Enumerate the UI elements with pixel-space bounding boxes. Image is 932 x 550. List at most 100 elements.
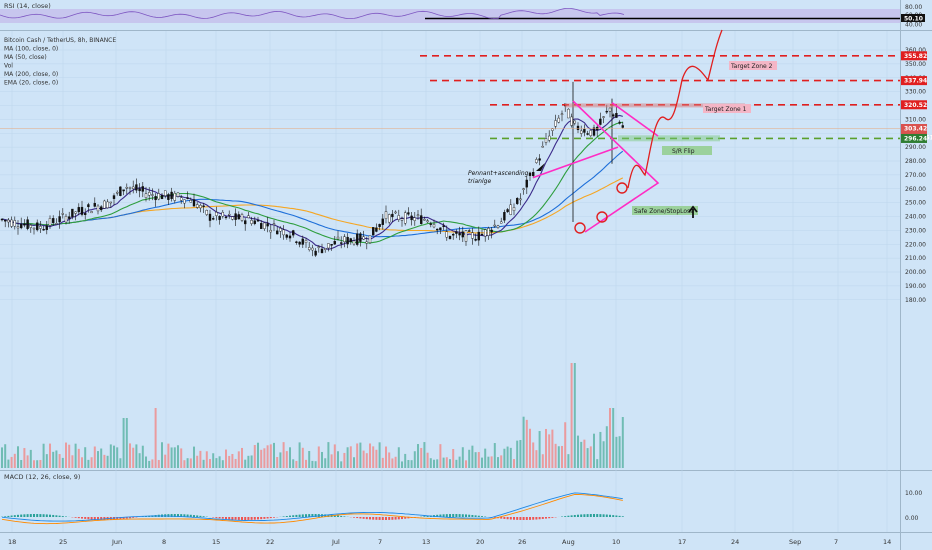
candle-body bbox=[61, 213, 64, 215]
candle-body bbox=[23, 223, 26, 226]
price-tick-label: 260.00 bbox=[905, 186, 926, 193]
macd-hist-bar bbox=[125, 517, 128, 519]
macd-hist-bar bbox=[442, 514, 445, 517]
macd-hist-bar bbox=[381, 517, 384, 520]
volume-bar bbox=[554, 443, 557, 468]
volume-bar bbox=[423, 442, 426, 468]
candle-body bbox=[340, 242, 343, 244]
candle-body bbox=[580, 130, 583, 134]
macd-hist-bar bbox=[602, 514, 605, 517]
macd-hist-bar bbox=[241, 517, 243, 520]
candle-body bbox=[468, 230, 471, 232]
candle-body bbox=[426, 220, 429, 223]
macd-hist-bar bbox=[189, 514, 192, 517]
candle-body bbox=[237, 214, 241, 220]
volume-bar bbox=[362, 450, 365, 468]
macd-hist-bar bbox=[186, 514, 189, 517]
macd-hist-bar bbox=[615, 515, 618, 517]
candle-body bbox=[612, 114, 615, 117]
candle-body bbox=[189, 200, 193, 203]
volume-bar bbox=[356, 443, 359, 468]
volume-bar bbox=[529, 428, 531, 468]
volume-bar bbox=[599, 431, 602, 468]
volume-bar bbox=[68, 444, 71, 468]
candle-body bbox=[589, 130, 592, 136]
up-arrow-icon bbox=[688, 205, 698, 218]
macd-hist-bar bbox=[65, 516, 67, 517]
volume-bar bbox=[266, 445, 269, 468]
macd-hist-bar bbox=[180, 514, 183, 517]
volume-bar bbox=[298, 442, 301, 468]
volume-bar bbox=[164, 454, 167, 468]
candle-body bbox=[279, 228, 282, 232]
volume-bar bbox=[388, 452, 391, 468]
macd-signal-line bbox=[1, 493, 623, 525]
price-tick-label: 270.00 bbox=[905, 172, 926, 179]
volume-bar bbox=[295, 460, 298, 468]
volume-bar bbox=[535, 450, 538, 468]
volume-bar bbox=[541, 454, 544, 468]
macd-hist-bar bbox=[580, 514, 583, 517]
macd-hist-bar bbox=[308, 514, 311, 517]
volume-bar bbox=[391, 458, 394, 468]
macd-hist-bar bbox=[564, 516, 567, 517]
rsi-band bbox=[0, 9, 900, 23]
candle-body bbox=[0, 218, 4, 221]
legend-symbol: Bitcoin Cash / TetherUS, 8h, BINANCE bbox=[4, 37, 116, 44]
volume-bar bbox=[244, 459, 247, 468]
price-badge bbox=[901, 51, 927, 61]
volume-bar bbox=[263, 448, 266, 468]
candle-body bbox=[250, 220, 253, 224]
volume-bar bbox=[237, 451, 240, 468]
volume-bar bbox=[593, 433, 595, 468]
price-tick-label: 310.00 bbox=[905, 116, 926, 123]
volume-bar bbox=[109, 444, 112, 468]
volume-bar bbox=[45, 454, 48, 468]
macd-hist-bar bbox=[289, 515, 291, 517]
price-tick-label: 250.00 bbox=[905, 200, 926, 207]
candle-body bbox=[352, 240, 356, 245]
volume-bar bbox=[621, 417, 624, 468]
candle-body bbox=[320, 248, 324, 254]
macd-hist-bar bbox=[250, 517, 253, 520]
macd-line bbox=[1, 492, 623, 522]
x-tick-label: Jun bbox=[111, 538, 122, 546]
candle-body bbox=[602, 116, 605, 118]
volume-bar bbox=[10, 456, 13, 468]
macd-hist-bar bbox=[541, 517, 544, 519]
macd-hist-bar bbox=[42, 514, 45, 517]
volume-bar bbox=[49, 443, 51, 468]
macd-hist-bar bbox=[548, 517, 551, 519]
macd-hist-bar bbox=[221, 517, 224, 519]
candle-body bbox=[247, 215, 250, 219]
volume-bar bbox=[445, 457, 448, 468]
price-tick-label: 360.00 bbox=[905, 47, 926, 54]
macd-hist-bar bbox=[311, 514, 314, 517]
candle-body bbox=[80, 206, 84, 215]
volume-bar bbox=[397, 447, 400, 468]
volume-bar bbox=[106, 455, 109, 468]
x-tick-label: 25 bbox=[59, 538, 67, 546]
macd-hist-bar bbox=[586, 514, 589, 517]
macd-hist-bar bbox=[20, 514, 23, 517]
macd-hist-bar bbox=[84, 517, 87, 519]
volume-bar bbox=[490, 456, 493, 468]
macd-hist-bar bbox=[253, 517, 256, 520]
candle-body bbox=[407, 212, 410, 215]
candle-body bbox=[599, 118, 602, 125]
volume-bar bbox=[449, 459, 451, 468]
candle-body bbox=[544, 138, 548, 143]
macd-hist-bar bbox=[426, 515, 429, 517]
macd-hist-bar bbox=[522, 517, 525, 520]
candle-body bbox=[99, 206, 103, 211]
candle-body bbox=[493, 224, 496, 227]
candle-body bbox=[442, 225, 445, 228]
pennant-lines bbox=[572, 100, 660, 233]
candle-body bbox=[163, 190, 167, 196]
candle-body bbox=[106, 201, 109, 209]
candle-body bbox=[234, 213, 237, 220]
volume-bar bbox=[122, 418, 125, 468]
candle-body bbox=[39, 226, 42, 229]
